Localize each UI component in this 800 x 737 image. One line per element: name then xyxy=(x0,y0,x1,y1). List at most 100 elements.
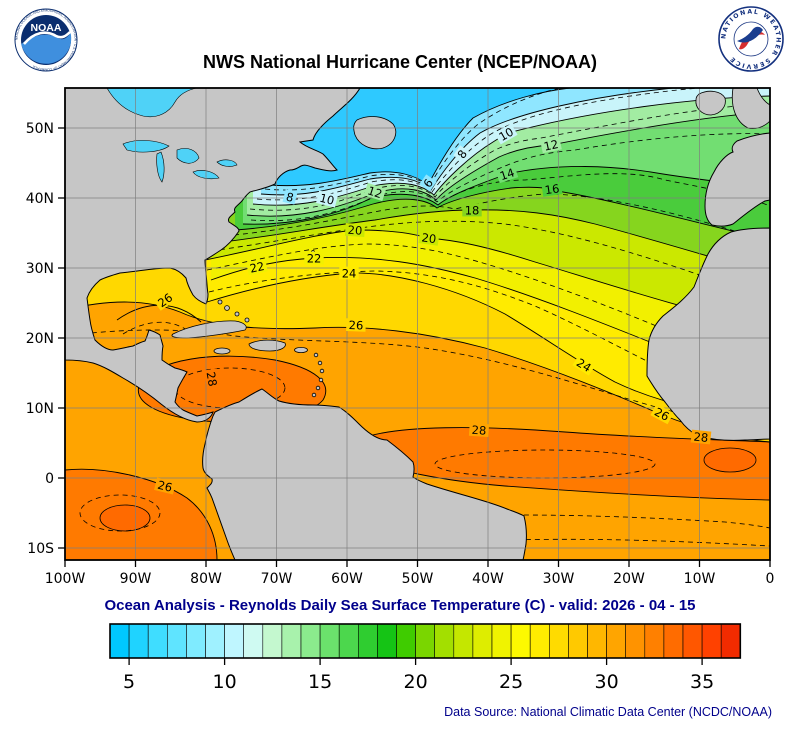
land-puerto-rico xyxy=(294,346,308,353)
land-jamaica xyxy=(213,347,231,355)
noaa-emblem-sea xyxy=(21,33,72,64)
colorbar-canvas: 5 10 15 20 25 30 35 xyxy=(109,623,742,693)
colorbar-tick-label: 30 xyxy=(595,671,619,693)
sst-warm-pool xyxy=(99,504,151,532)
land-antilles-island xyxy=(315,385,321,391)
page-title: NWS National Hurricane Center (NCEP/NOAA… xyxy=(202,52,598,72)
contour-label: 28 xyxy=(204,368,220,390)
land-bahamas-island xyxy=(224,305,230,311)
nws-emblem-red-swoosh xyxy=(739,31,765,50)
sst-contour-line xyxy=(242,166,771,225)
contour-label: 28 xyxy=(690,430,712,445)
grid-layer xyxy=(58,88,771,567)
colorbar: 5 10 15 20 25 30 35 xyxy=(20,616,800,705)
contour-label: 24 xyxy=(339,266,359,280)
svg-text:8: 8 xyxy=(285,190,295,205)
colorbar-cell xyxy=(281,623,302,659)
contour-label: 16 xyxy=(541,181,563,197)
y-axis-label: 30N xyxy=(26,261,54,277)
x-axis-label: 10W xyxy=(684,571,716,587)
colorbar-cell xyxy=(357,623,378,659)
land-antilles-island xyxy=(313,352,319,358)
svg-text:28: 28 xyxy=(471,423,487,438)
svg-text:26: 26 xyxy=(155,290,175,310)
land-antilles-island xyxy=(319,368,325,374)
x-axis-label: 100W xyxy=(45,571,86,587)
map-frame xyxy=(64,87,771,561)
colorbar-cell xyxy=(205,623,225,659)
sst-analysis-map: 8 10 12 6 8 10 12 14 16 18 20 20 22 22 24 24 26 26 26 26 28 2… xyxy=(20,84,800,595)
contour-dashed xyxy=(208,270,771,413)
svg-text:22: 22 xyxy=(307,251,322,265)
colorbar-tick-label: 10 xyxy=(213,671,237,693)
land-newfoundland xyxy=(353,116,397,150)
svg-text:28: 28 xyxy=(693,430,709,445)
contour-label: 12 xyxy=(363,182,387,201)
land-north-america xyxy=(64,87,361,423)
svg-text:16: 16 xyxy=(544,181,560,197)
colorbar-cell xyxy=(453,623,474,659)
noaa-seagull-icon xyxy=(23,31,71,45)
sst-contour-line xyxy=(246,111,771,217)
land-antilles-island xyxy=(311,392,317,398)
land-france-iberia xyxy=(704,132,771,227)
axis-labels-layer: 100W 90W 80W 70W 60W 50W 40W 30W 20W 10W 0 50N 40N 30… xyxy=(26,121,775,587)
colorbar-cell xyxy=(625,623,646,659)
colorbar-cell xyxy=(109,623,130,659)
colorbar-cell xyxy=(319,623,340,659)
colorbar-cell xyxy=(262,623,283,659)
svg-text:26: 26 xyxy=(652,405,671,424)
header: NATIONAL OCEANIC AND ATMOSPHERIC ADMINIS… xyxy=(0,0,800,84)
lake-ontario xyxy=(216,159,238,167)
land-south-america xyxy=(202,388,527,561)
colorbar-cell xyxy=(510,623,531,659)
land-layer xyxy=(64,87,771,561)
x-axis-label: 50W xyxy=(402,571,434,587)
colorbar-cell xyxy=(128,623,149,659)
y-axis-label: 10N xyxy=(26,401,54,417)
contour-label: 24 xyxy=(572,354,596,376)
contour-label: 22 xyxy=(246,258,268,276)
colorbar-cell xyxy=(644,623,665,659)
contour-dashed-ellipse xyxy=(79,494,161,532)
contour-label: 26 xyxy=(153,289,177,311)
contour-label: 18 xyxy=(462,203,482,217)
svg-text:12: 12 xyxy=(366,183,384,201)
land-antilles-island xyxy=(317,360,323,366)
x-axis-label: 70W xyxy=(261,571,293,587)
y-axis-label: 10S xyxy=(27,541,54,557)
noaa-logo-text: NOAA xyxy=(31,22,62,34)
svg-text:24: 24 xyxy=(342,266,357,280)
sst-band xyxy=(270,88,570,186)
svg-text:10: 10 xyxy=(496,125,516,144)
colorbar-cell xyxy=(243,623,264,659)
lake-huron xyxy=(176,148,200,164)
sst-warm-pool xyxy=(703,447,757,473)
colorbar-cell xyxy=(701,623,722,659)
colorbar-cell xyxy=(167,623,187,659)
svg-text:12: 12 xyxy=(542,137,559,154)
colorbar-cell xyxy=(396,623,416,659)
colorbar-tick-label: 5 xyxy=(123,671,135,693)
land-bahamas-island xyxy=(217,299,223,305)
colorbar-cell xyxy=(491,623,512,659)
colorbar-cell xyxy=(147,623,168,659)
y-axis-label: 40N xyxy=(26,191,54,207)
contour-label: 20 xyxy=(344,223,366,238)
sst-contour-line xyxy=(234,186,771,241)
colorbar-cell xyxy=(338,623,359,659)
colorbar-cell xyxy=(548,623,569,659)
contour-label: 28 xyxy=(468,423,490,438)
contour-dashed xyxy=(424,514,771,529)
colorbar-cell xyxy=(568,623,588,659)
contour-dashed xyxy=(250,133,771,222)
contour-dashed xyxy=(206,243,771,367)
svg-text:10: 10 xyxy=(318,191,336,208)
nws-emblem-blue-swoosh xyxy=(737,26,763,43)
contour-label: 8 xyxy=(453,145,471,163)
contour-label: 6 xyxy=(419,174,437,192)
colorbar-cell xyxy=(434,623,455,659)
colorbar-tick-label: 25 xyxy=(499,671,523,693)
svg-text:26: 26 xyxy=(156,478,174,495)
